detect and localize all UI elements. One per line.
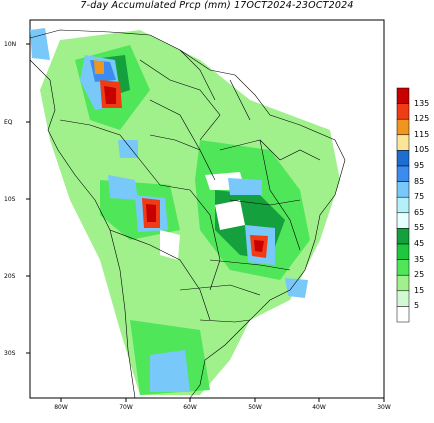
precip-region-lightblue — [118, 140, 138, 158]
border-line — [229, 79, 251, 121]
colorbar-swatch — [396, 103, 410, 120]
lon-tick-label: 50W — [248, 404, 262, 411]
country-borders — [29, 29, 346, 399]
precip-region-lightblue — [228, 178, 262, 195]
border-line — [59, 119, 161, 186]
border-line — [199, 319, 251, 323]
state-border — [259, 139, 301, 251]
colorbar-label: 115 — [414, 129, 430, 139]
x-axis-ticks — [60, 398, 385, 402]
colorbar — [396, 87, 410, 323]
dry-pocket — [215, 200, 245, 230]
colorbar-label: 35 — [414, 254, 425, 264]
y-axis-ticks — [26, 43, 30, 354]
state-border — [209, 259, 291, 271]
state-border — [229, 199, 301, 206]
precip-region-lightblue — [30, 28, 50, 60]
colorbar-swatch — [396, 212, 410, 229]
state-border — [179, 284, 261, 296]
lat-tick-label: 10N — [4, 41, 17, 48]
colorbar-label: 25 — [414, 270, 425, 280]
colorbar-swatch — [396, 243, 410, 260]
state-border — [219, 139, 321, 161]
colorbar-swatch — [396, 118, 410, 136]
colorbar-label: 85 — [414, 176, 425, 186]
lon-tick-label: 40W — [312, 404, 326, 411]
colorbar-swatch — [396, 228, 410, 245]
colorbar-label: 135 — [414, 98, 430, 108]
border-line — [179, 49, 216, 101]
map-title: 7-day Accumulated Prcp (mm) 17OCT2024-23… — [80, 0, 354, 11]
continent-coastline — [29, 29, 346, 399]
lat-tick-label: 10S — [4, 196, 16, 203]
border-line — [159, 184, 221, 291]
lon-tick-label: 60W — [183, 404, 197, 411]
colorbar-swatch — [396, 87, 410, 104]
colorbar-swatch — [396, 134, 410, 151]
precip-region-lightblue — [108, 175, 138, 200]
colorbar-label: 125 — [414, 114, 430, 124]
precip-max-red — [104, 86, 116, 104]
border-line — [149, 134, 216, 181]
colorbar-swatch — [396, 196, 410, 214]
colorbar-label: 65 — [414, 207, 425, 217]
lat-tick-label: 30S — [4, 350, 16, 357]
colorbar-label: 5 — [414, 301, 420, 311]
colorbar-label: 15 — [414, 285, 425, 295]
colorbar-swatch — [396, 181, 410, 198]
colorbar-swatch — [396, 274, 410, 292]
state-border — [149, 99, 201, 151]
lon-tick-label: 80W — [54, 404, 68, 411]
lat-tick-label: 20S — [4, 273, 16, 280]
colorbar-label: 95 — [414, 161, 425, 170]
precip-max-red — [146, 204, 156, 222]
colorbar-swatch — [396, 150, 410, 167]
colorbar-label: 55 — [414, 223, 425, 233]
precip-max-orange — [94, 60, 104, 74]
colorbar-label: 105 — [414, 145, 430, 155]
colorbar-swatch — [396, 306, 410, 323]
precip-region-lightblue — [285, 278, 308, 298]
lon-tick-label: 70W — [119, 404, 133, 411]
dry-pocket — [160, 230, 180, 260]
lat-tick-label: EQ — [4, 119, 13, 126]
colorbar-swatch — [396, 259, 410, 276]
precip-region-lightblue — [150, 350, 190, 392]
precip-shading — [30, 28, 340, 395]
colorbar-swatch — [396, 165, 410, 182]
colorbar-label: 45 — [414, 239, 425, 248]
west-coastline — [29, 59, 136, 399]
colorbar-swatch — [396, 290, 410, 307]
border-line — [109, 229, 211, 321]
precip-max-red — [254, 240, 264, 252]
colorbar-label: 75 — [414, 192, 425, 202]
lon-tick-label: 30W — [377, 404, 391, 411]
border-line — [139, 59, 221, 141]
